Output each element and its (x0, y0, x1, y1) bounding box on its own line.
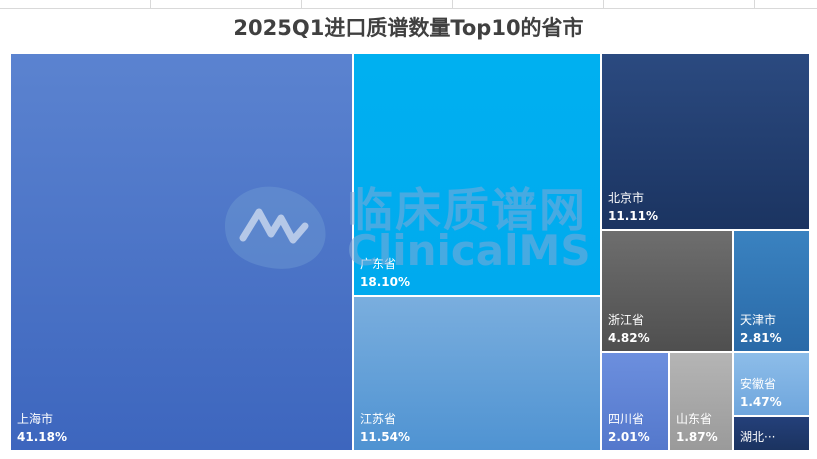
tile-name: 广东省 (360, 257, 397, 271)
tile-percent: 1.87% (676, 430, 718, 444)
treemap-tile: 天津市 2.81% (733, 230, 810, 352)
tile-name: 天津市 (740, 313, 777, 327)
tile-name: 山东省 (676, 412, 713, 426)
treemap-tile: 安徽省 1.47% (733, 352, 810, 416)
tile-name: 湖北··· (740, 430, 776, 444)
tile-label-group: 安徽省 1.47% (740, 375, 782, 411)
tile-percent: 18.10% (360, 275, 410, 289)
tile-percent: 1.47% (740, 395, 782, 409)
tile-percent: 2.81% (740, 331, 782, 345)
tile-label-group: 江苏省 11.54% (360, 410, 410, 446)
tile-label-group: 浙江省 4.82% (608, 311, 650, 347)
tile-label-group: 广东省 18.10% (360, 255, 410, 291)
tile-percent: 11.54% (360, 430, 410, 444)
treemap-tile: 广东省 18.10% (353, 53, 601, 296)
treemap-tile: 山东省 1.87% (669, 352, 733, 451)
tile-label-group: 四川省 2.01% (608, 410, 650, 446)
treemap-tile: 四川省 2.01% (601, 352, 669, 451)
tile-name: 四川省 (608, 412, 645, 426)
tile-name: 浙江省 (608, 313, 645, 327)
tile-percent: 4.82% (608, 331, 650, 345)
tile-percent: 2.01% (608, 430, 650, 444)
tile-name: 江苏省 (360, 412, 397, 426)
tile-label-group: 北京市 11.11% (608, 189, 658, 225)
tile-label-group: 天津市 2.81% (740, 311, 782, 347)
treemap-tile: 湖北··· (733, 416, 810, 451)
tile-percent: 41.18% (17, 430, 67, 444)
tile-name: 安徽省 (740, 377, 777, 391)
treemap-tile: 浙江省 4.82% (601, 230, 733, 352)
tile-name: 上海市 (17, 412, 54, 426)
tile-label-group: 湖北··· (740, 428, 775, 446)
tile-name: 北京市 (608, 191, 645, 205)
treemap-tile: 江苏省 11.54% (353, 296, 601, 451)
tile-percent: 11.11% (608, 209, 658, 223)
treemap-tile: 北京市 11.11% (601, 53, 810, 230)
treemap-tile: 上海市 41.18% (10, 53, 353, 451)
tile-label-group: 山东省 1.87% (676, 410, 718, 446)
chart-title: 2025Q1进口质谱数量Top10的省市 (233, 16, 584, 40)
spreadsheet-grid-top (0, 0, 817, 9)
tile-label-group: 上海市 41.18% (17, 410, 67, 446)
